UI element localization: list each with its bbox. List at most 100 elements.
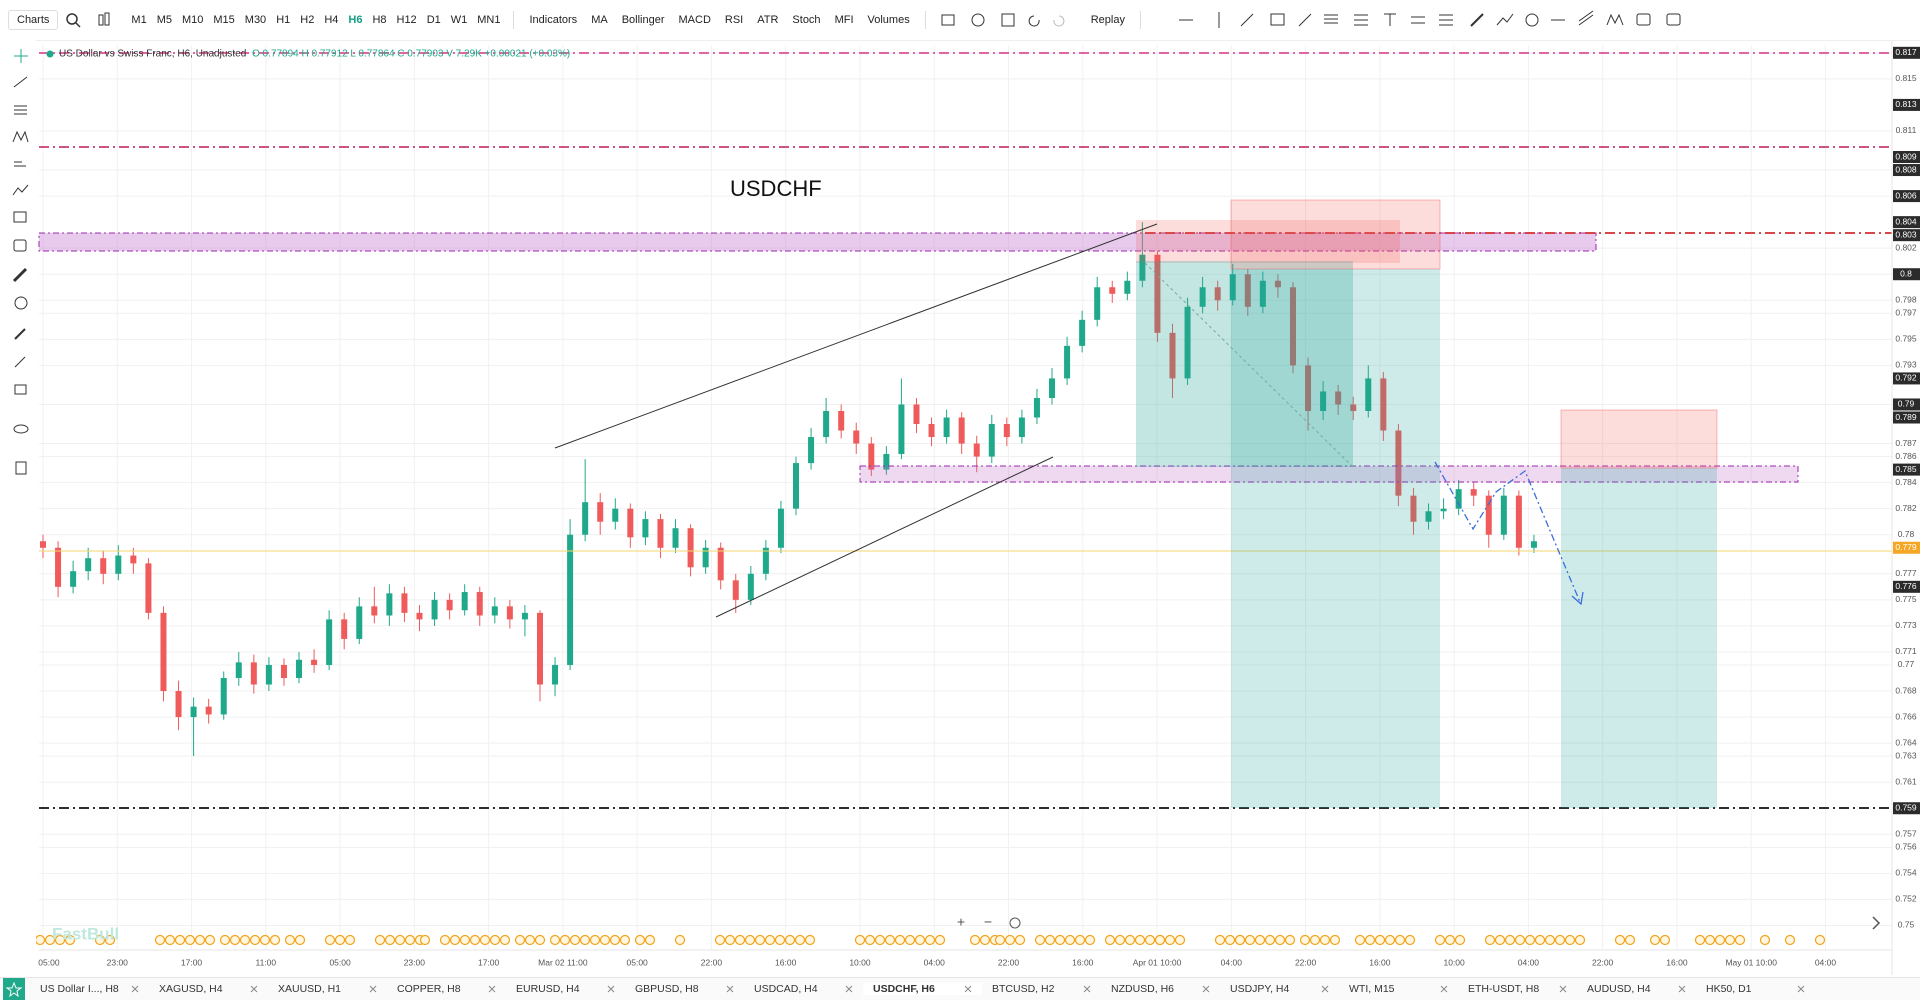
event-marker [674,934,686,946]
search-icon[interactable] [58,10,88,30]
event-marker [619,934,631,946]
symbol-tab[interactable]: HK50, D1 [1696,983,1815,995]
projection-path [1434,461,1581,603]
symbol-tab[interactable]: GBPUSD, H8 [625,983,744,995]
symbol-tab[interactable]: ETH-USDT, H8 [1458,983,1577,995]
timeframe-button[interactable]: H12 [396,14,417,26]
chart-type-icon[interactable] [88,10,118,30]
symbol-tab[interactable]: AUDUSD, H4 [1577,983,1696,995]
symbol-tab[interactable]: EURUSD, H4 [506,983,625,995]
toolbar: Charts M1 M5 M10 M15 M30 H1 H2 H4 H6 H8 H12 D1 W1 MN1… [0,0,1920,41]
indicator-button[interactable]: MA [591,14,608,26]
event-marker [1694,934,1706,946]
indicator-buttons: MA Bollinger MACD RSI ATR Stoch MFI Volumes [584,14,917,26]
tab-close[interactable] [726,985,734,993]
tab-close[interactable] [1321,985,1329,993]
indicator-button[interactable]: MFI [834,14,854,26]
event-marker [1444,934,1456,946]
chart-controls: + − [957,914,1881,930]
tab-close[interactable] [1440,985,1448,993]
drawing-tools[interactable] [1149,9,1729,31]
timeframe-button[interactable]: M5 [156,14,172,26]
replay-button[interactable]: Replay [1090,14,1125,26]
indicators-button[interactable]: Indicators [529,14,578,26]
y-tick-label: 0.775 [1895,594,1917,604]
candle-body [1018,417,1025,438]
symbol-tab[interactable]: WTI, M15 [1339,983,1458,995]
timeframe-button[interactable]: MN1 [477,14,501,26]
event-marker [1734,934,1746,946]
tab-close[interactable] [1559,985,1567,993]
left-toolbar [0,40,36,975]
indicator-button[interactable]: Bollinger [621,14,665,26]
tab-label: USDCHF, H6 [873,983,935,995]
y-tick-label: 0.77 [1898,659,1915,669]
candle-body [296,659,303,678]
candle-body [265,664,272,685]
timeframe-button[interactable]: H6 [348,14,363,26]
candle-body [687,528,694,568]
indicator-button[interactable]: MACD [678,14,711,26]
y-tick-label: 0.768 [1895,685,1917,695]
tab-close[interactable] [250,985,258,993]
symbol-tab[interactable]: COPPER, H8 [387,983,506,995]
price-marker-label: 0.789 [1895,412,1917,422]
indicator-button[interactable]: RSI [724,14,744,26]
timeframe-button[interactable]: D1 [426,14,441,26]
candle-body [431,599,438,620]
timeframe-button[interactable]: M10 [181,14,204,26]
timeframe-button[interactable]: H4 [324,14,339,26]
symbol-tab[interactable]: XAGUSD, H4 [149,983,268,995]
timeframe-button[interactable]: H2 [300,14,315,26]
left-tools[interactable] [0,40,36,480]
tab-close[interactable] [1678,985,1686,993]
timeframe-button[interactable]: M30 [244,14,267,26]
tab-close[interactable] [131,985,139,993]
price-marker-label: 0.808 [1895,164,1917,174]
tab-close[interactable] [964,985,972,993]
candle-body [1274,280,1281,288]
tab-close[interactable] [1083,985,1091,993]
favorite-icon[interactable] [0,978,30,1000]
symbol-tab[interactable]: USDJPY, H4 [1220,983,1339,995]
candle-body [205,706,212,715]
symbol-tab[interactable]: XAUUSD, H1 [268,983,387,995]
indicator-button[interactable]: ATR [757,14,779,26]
event-marker [1044,934,1056,946]
indicator-button[interactable]: Volumes [867,14,910,26]
tab-close[interactable] [845,985,853,993]
symbol-tab[interactable]: NZDUSD, H6 [1101,983,1220,995]
symbol-tab[interactable]: USDCHF, H6 [863,983,982,995]
y-tick-label: 0.797 [1895,308,1917,318]
tab-close[interactable] [607,985,615,993]
zoom-out[interactable]: − [984,914,992,930]
event-marker [1514,934,1526,946]
symbol-tab[interactable]: US Dollar I..., H8 [30,983,149,995]
event-marker [1274,934,1286,946]
timeframe-button[interactable]: H8 [372,14,387,26]
timeframe-button[interactable]: M1 [131,14,147,26]
tab-close[interactable] [1202,985,1210,993]
timeframe-button[interactable]: W1 [450,14,468,26]
price-marker-label: 0.776 [1895,581,1917,591]
symbol-tab[interactable]: USDCAD, H4 [744,983,863,995]
timeframe-button[interactable]: H1 [276,14,291,26]
tool-icons[interactable] [934,10,1084,30]
tab-close[interactable] [1797,985,1805,993]
candle-body [1320,391,1327,411]
zoom-in[interactable]: + [957,914,965,930]
indicator-button[interactable]: Stoch [792,14,821,26]
reset-view[interactable] [1009,917,1021,929]
event-marker [514,934,526,946]
timeframe-button[interactable]: M15 [213,14,235,26]
tab-close[interactable] [369,985,377,993]
scroll-right[interactable] [1872,916,1881,930]
candle-body [1455,489,1462,509]
symbol-tab[interactable]: BTCUSD, H2 [982,983,1101,995]
tab-close[interactable] [488,985,496,993]
candle-body [1109,287,1116,294]
charts-menu[interactable]: Charts [8,10,59,30]
event-marker [599,934,611,946]
stop-zone [1136,220,1400,263]
candle-body [1395,430,1402,496]
